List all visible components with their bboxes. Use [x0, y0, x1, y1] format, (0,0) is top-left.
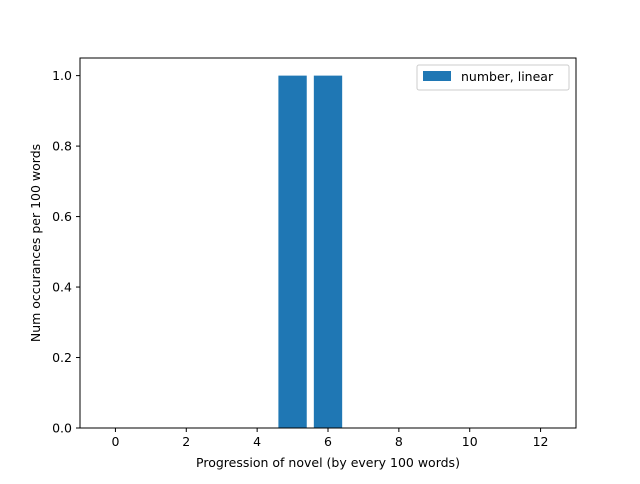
x-tick-label: 0	[111, 434, 119, 449]
x-tick-label: 12	[533, 434, 549, 449]
legend-swatch	[423, 71, 451, 81]
legend: number, linear	[416, 64, 570, 91]
bar	[313, 75, 343, 428]
y-tick-label: 0.8	[52, 139, 72, 154]
y-tick-label: 0.4	[52, 280, 72, 295]
y-tick-label: 0.6	[52, 209, 72, 224]
legend-label: number, linear	[461, 69, 554, 84]
x-tick-label: 10	[462, 434, 478, 449]
x-tick-label: 8	[395, 434, 403, 449]
y-tick-label: 1.0	[52, 68, 72, 83]
x-tick-label: 2	[182, 434, 190, 449]
bars-group	[278, 75, 343, 428]
y-tick-label: 0.0	[52, 421, 72, 436]
y-axis-ticks: 0.0 0.2 0.4 0.6 0.8 1.0	[52, 68, 80, 436]
bar	[278, 75, 307, 428]
x-tick-label: 6	[324, 434, 332, 449]
y-axis-label: Num occurances per 100 words	[28, 144, 43, 342]
x-tick-label: 4	[253, 434, 261, 449]
x-axis-ticks: 0 2 4 6 8 10 12	[111, 428, 549, 449]
y-tick-label: 0.2	[52, 350, 72, 365]
legend-box	[416, 64, 570, 91]
x-axis-label: Progression of novel (by every 100 words…	[196, 455, 460, 470]
